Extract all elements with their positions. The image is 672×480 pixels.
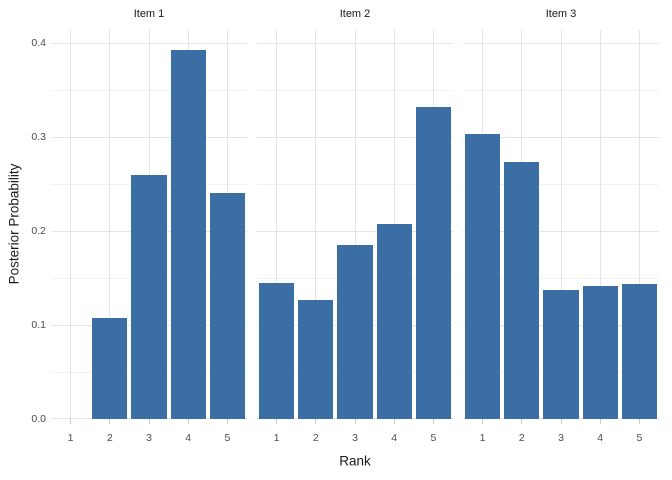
- x-tick-label: 1: [479, 432, 486, 444]
- facet-panel: [51, 30, 247, 419]
- bar: [415, 107, 452, 419]
- bar: [258, 283, 295, 419]
- y-tick-label: 0.2: [31, 224, 46, 237]
- x-tick-label: 4: [391, 432, 398, 444]
- x-axis-tick: [315, 419, 317, 424]
- x-tick-label: 4: [597, 432, 604, 444]
- y-tick-label: 0.1: [31, 318, 46, 331]
- bar: [543, 290, 579, 419]
- x-axis-tick: [109, 419, 111, 424]
- gridline-vertical: [560, 30, 562, 419]
- x-axis-tick: [187, 419, 189, 424]
- x-tick-label: 4: [185, 432, 192, 444]
- x-axis-tick: [560, 419, 562, 424]
- x-axis-title: Rank: [339, 453, 371, 469]
- x-axis-tick: [599, 419, 601, 424]
- bar: [621, 284, 658, 419]
- bar: [504, 162, 540, 419]
- bar: [337, 245, 373, 419]
- gridline-vertical: [109, 30, 111, 419]
- x-tick-label: 2: [518, 432, 525, 444]
- gridline-vertical: [315, 30, 317, 419]
- x-tick-label: 3: [352, 432, 358, 444]
- x-tick-label: 3: [558, 432, 564, 444]
- x-axis-tick: [393, 419, 395, 424]
- y-tick-label: 0.0: [31, 412, 46, 425]
- x-axis-tick: [638, 419, 640, 424]
- bar: [464, 134, 501, 419]
- gridline-vertical: [638, 30, 640, 419]
- bar: [298, 300, 334, 419]
- x-tick-label: 1: [67, 432, 74, 444]
- facet-panel: [463, 30, 659, 419]
- x-axis-tick: [276, 419, 278, 424]
- x-axis-tick: [432, 419, 434, 424]
- x-tick-label: 2: [312, 432, 319, 444]
- x-tick-label: 5: [636, 432, 643, 444]
- y-tick-label: 0.3: [31, 130, 46, 143]
- x-tick-label: 5: [430, 432, 437, 444]
- x-axis-tick: [521, 419, 523, 424]
- gridline-vertical: [276, 30, 278, 419]
- x-axis-tick: [482, 419, 484, 424]
- gridline-vertical: [70, 30, 72, 419]
- bar: [92, 318, 128, 419]
- facet-strip-label: Item 1: [133, 8, 165, 20]
- x-tick-label: 3: [146, 432, 152, 444]
- facet-strip-label: Item 3: [545, 8, 577, 20]
- facet-panel: [257, 30, 453, 419]
- y-tick-label: 0.4: [31, 36, 46, 49]
- bar: [209, 193, 246, 419]
- x-axis-tick: [354, 419, 356, 424]
- x-axis-tick: [148, 419, 150, 424]
- x-tick-label: 5: [224, 432, 231, 444]
- x-tick-label: 1: [273, 432, 280, 444]
- facet-strip-label: Item 2: [339, 8, 371, 20]
- bar: [582, 286, 618, 419]
- x-axis-tick: [70, 419, 72, 424]
- x-axis-tick: [226, 419, 228, 424]
- bar: [131, 175, 167, 419]
- x-tick-label: 2: [106, 432, 113, 444]
- bar: [170, 50, 206, 419]
- gridline-vertical: [354, 30, 356, 419]
- bar: [376, 224, 412, 419]
- gridline-vertical: [599, 30, 601, 419]
